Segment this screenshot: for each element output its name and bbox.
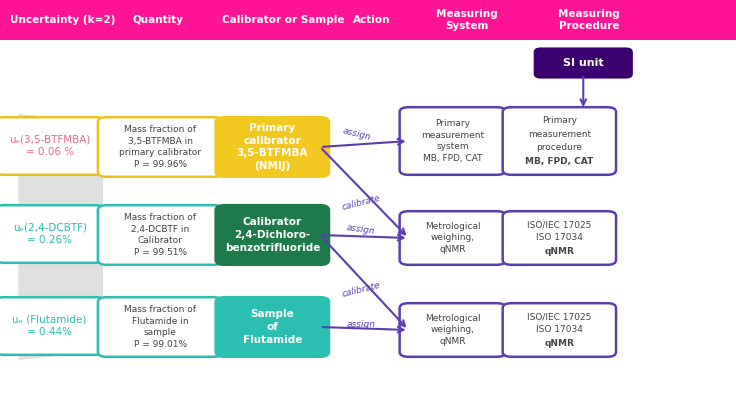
- Text: Metrological
weighing,
qNMR: Metrological weighing, qNMR: [425, 314, 481, 346]
- Text: Uncertainty (k=2): Uncertainty (k=2): [10, 15, 116, 25]
- FancyBboxPatch shape: [400, 211, 506, 265]
- Text: Calibrator
2,4-Dichloro-
benzotrifluoride: Calibrator 2,4-Dichloro- benzotrifluorid…: [224, 217, 320, 253]
- Text: Primary: Primary: [542, 116, 577, 125]
- FancyBboxPatch shape: [216, 117, 329, 177]
- Text: uₑ (Flutamide)
= 0.44%: uₑ (Flutamide) = 0.44%: [13, 314, 87, 338]
- Text: measurement: measurement: [528, 130, 591, 139]
- FancyBboxPatch shape: [98, 297, 222, 357]
- Text: Action: Action: [353, 15, 390, 25]
- Text: Sample
of
Flutamide: Sample of Flutamide: [243, 309, 302, 345]
- Text: Primary
calibrator
3,5-BTFMBA
(NMIJ): Primary calibrator 3,5-BTFMBA (NMIJ): [236, 123, 308, 171]
- Text: assign: assign: [342, 126, 372, 142]
- Text: ISO 17034: ISO 17034: [536, 326, 583, 334]
- Text: procedure: procedure: [537, 143, 582, 152]
- Polygon shape: [18, 114, 103, 360]
- Text: uₑ(3,5-BTFMBA)
= 0.06 %: uₑ(3,5-BTFMBA) = 0.06 %: [9, 134, 91, 157]
- FancyBboxPatch shape: [0, 0, 736, 40]
- FancyBboxPatch shape: [98, 205, 222, 265]
- Text: ISO/IEC 17025: ISO/IEC 17025: [527, 220, 592, 229]
- FancyBboxPatch shape: [0, 117, 105, 175]
- Text: ISO/IEC 17025: ISO/IEC 17025: [527, 312, 592, 321]
- Text: Mass fraction of
Flutamide in
sample
P = 99.01%: Mass fraction of Flutamide in sample P =…: [124, 305, 196, 349]
- Text: calibrate: calibrate: [340, 193, 381, 212]
- Text: ISO 17034: ISO 17034: [536, 234, 583, 242]
- FancyBboxPatch shape: [216, 205, 329, 265]
- FancyBboxPatch shape: [0, 205, 105, 263]
- Text: calibrate: calibrate: [340, 280, 381, 299]
- FancyBboxPatch shape: [400, 107, 506, 175]
- FancyBboxPatch shape: [0, 297, 105, 355]
- FancyBboxPatch shape: [503, 211, 616, 265]
- FancyBboxPatch shape: [216, 297, 329, 357]
- Text: Mass fraction of
2,4-DCBTF in
Calibrator
P = 99.51%: Mass fraction of 2,4-DCBTF in Calibrator…: [124, 213, 196, 257]
- Text: SI unit: SI unit: [563, 58, 604, 68]
- Text: Quantity: Quantity: [132, 15, 184, 25]
- Text: Mass fraction of
3,5-BTFMBA in
primary calibrator
P = 99.96%: Mass fraction of 3,5-BTFMBA in primary c…: [119, 125, 201, 169]
- Text: MB, FPD, CAT: MB, FPD, CAT: [526, 157, 593, 166]
- Text: Calibrator or Sample: Calibrator or Sample: [222, 15, 344, 25]
- FancyBboxPatch shape: [535, 49, 631, 77]
- FancyBboxPatch shape: [98, 117, 222, 177]
- Text: qNMR: qNMR: [545, 247, 574, 256]
- FancyBboxPatch shape: [503, 107, 616, 175]
- Text: Primary
measurement
system
MB, FPD, CAT: Primary measurement system MB, FPD, CAT: [421, 119, 484, 163]
- FancyBboxPatch shape: [400, 303, 506, 357]
- FancyBboxPatch shape: [503, 303, 616, 357]
- Text: assign: assign: [346, 320, 375, 329]
- Text: Measuring
Procedure: Measuring Procedure: [558, 9, 620, 31]
- Text: Metrological
weighing,
qNMR: Metrological weighing, qNMR: [425, 222, 481, 254]
- Text: Measuring
System: Measuring System: [436, 9, 498, 31]
- Text: qNMR: qNMR: [545, 339, 574, 348]
- Text: assign: assign: [346, 223, 375, 236]
- Text: uₑ(2,4-DCBTF)
= 0.26%: uₑ(2,4-DCBTF) = 0.26%: [13, 222, 87, 245]
